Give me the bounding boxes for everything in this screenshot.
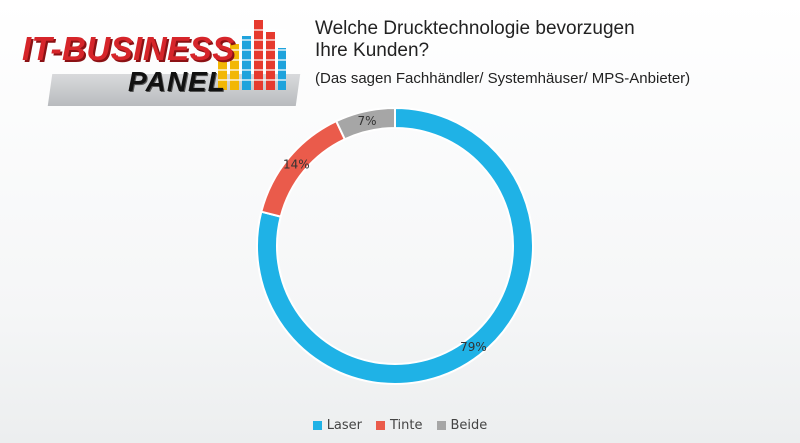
legend-item-tinte: Tinte xyxy=(376,418,423,433)
donut-slice-beide xyxy=(334,106,396,141)
legend-item-beide: Beide xyxy=(436,418,488,433)
legend-swatch xyxy=(436,421,446,430)
chart-subtitle: (Das sagen Fachhändler/ Systemhäuser/ MP… xyxy=(315,70,691,87)
donut-labels: 79% 14% 7% xyxy=(283,114,487,354)
legend-swatch xyxy=(376,421,386,430)
legend-label: Tinte xyxy=(390,418,423,433)
data-label-tinte: 14% xyxy=(283,157,310,171)
logo-text: IT-BUSINESS xyxy=(22,30,235,67)
chart-title-line-2: Ihre Kunden? xyxy=(315,40,430,61)
it-business-panel-logo: IT-BUSINESS PANEL xyxy=(0,0,301,110)
legend-item-laser: Laser xyxy=(312,418,363,433)
chart-legend: Laser Tinte Beide xyxy=(0,418,800,433)
logo-bar-graphic xyxy=(218,20,286,90)
legend-label: Beide xyxy=(450,418,488,433)
chart-title-line-1: Welche Drucktechnologie bevorzugen xyxy=(315,18,635,39)
legend-label: Laser xyxy=(326,418,363,433)
data-label-beide: 7% xyxy=(358,114,377,128)
logo-subtext: PANEL xyxy=(128,66,226,97)
donut-slice-laser xyxy=(256,106,534,385)
legend-swatch xyxy=(312,421,322,430)
donut-slices xyxy=(256,106,534,385)
chart-title: Welche Drucktechnologie bevorzugen Ihre … xyxy=(315,18,775,62)
data-label-laser: 79% xyxy=(460,340,487,354)
